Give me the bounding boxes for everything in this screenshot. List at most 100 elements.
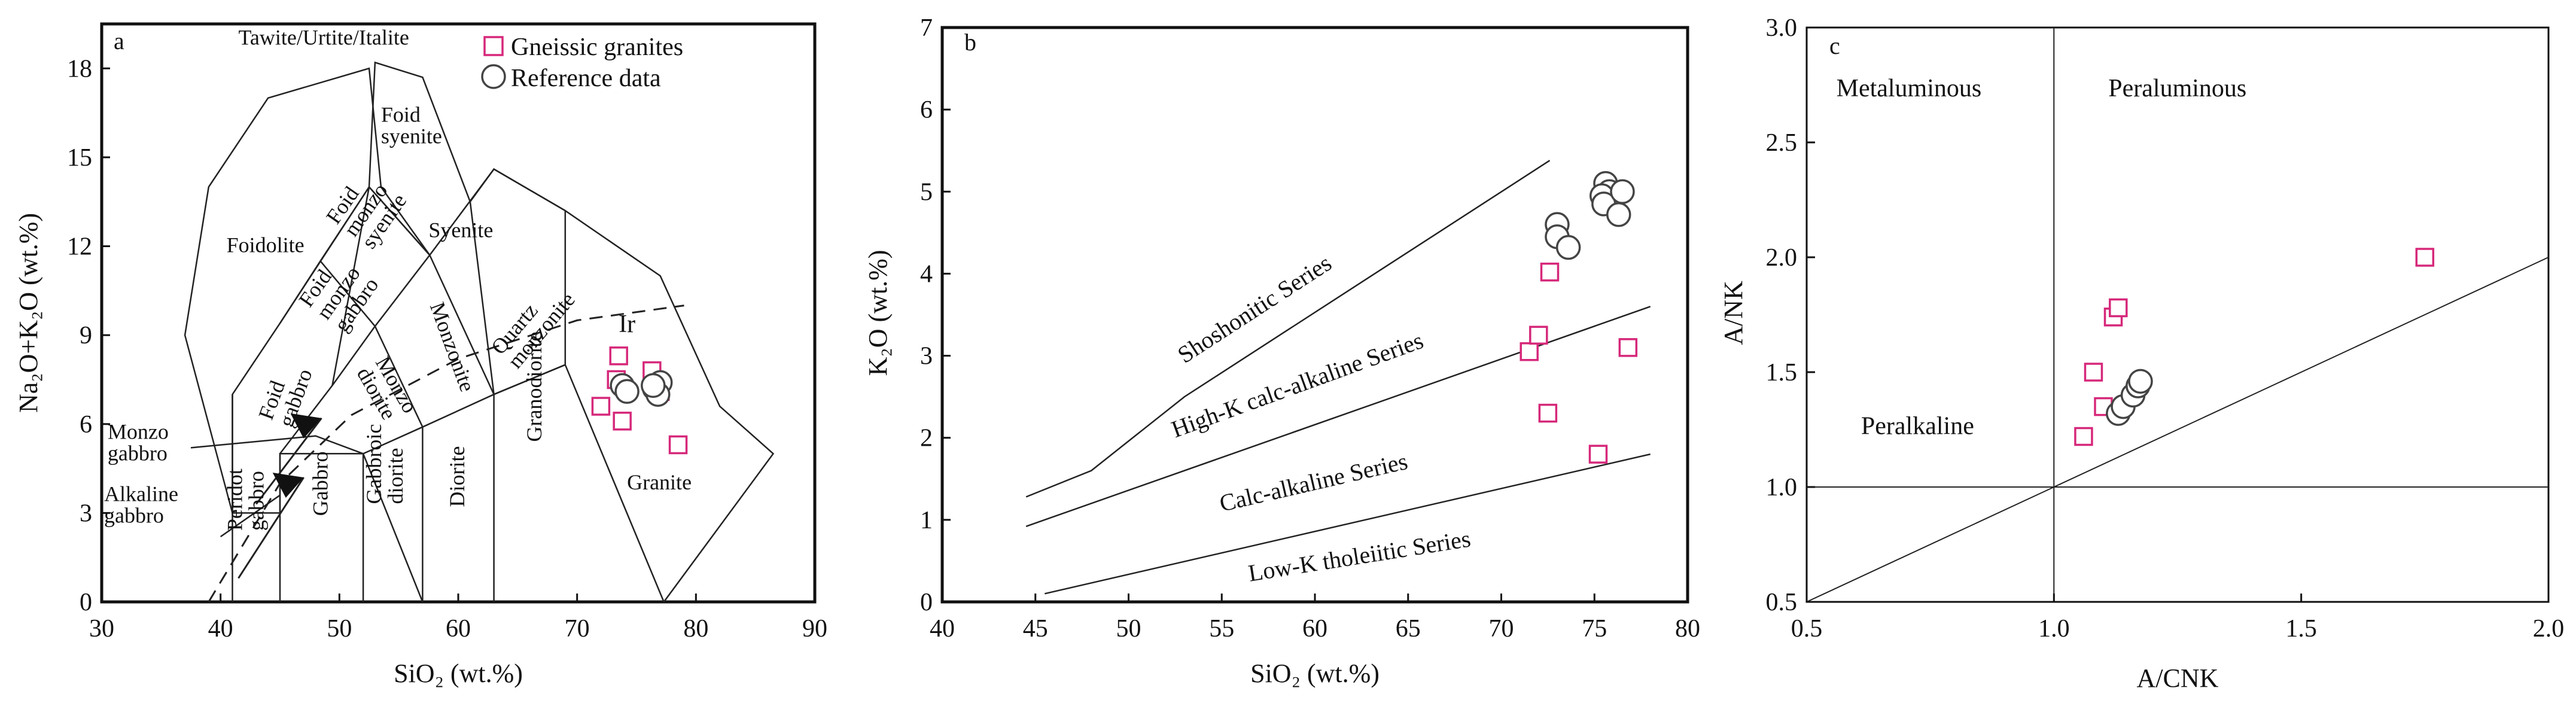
panel-c-ticks: 0.5 1.0 1.5 2.0 0.5 1.0 1.5 2.0 2.5 3.0 — [1766, 14, 2565, 643]
panel-a-alkaline-subalkaline-divider — [208, 305, 684, 602]
panel-b-data-points — [1520, 171, 1638, 464]
panel-a-label-syenite: Syenite — [428, 218, 493, 242]
panel-c-gneissic-granite-point — [2084, 363, 2103, 382]
panel-b-gneissic-granite-point — [1529, 325, 1548, 345]
panel-a-field-boundary — [190, 435, 364, 455]
panel-a-gneissic-granite-point — [609, 346, 628, 366]
panel-b-y-tick-label: 2 — [920, 425, 933, 452]
panel-c-x-tick-label: 1.5 — [2285, 615, 2317, 643]
panel-a-field-boundary — [368, 61, 775, 602]
panel-a-plot-frame — [100, 22, 817, 604]
panel-a-gneissic-granite-point — [668, 435, 688, 455]
panel-a-x-tick-label: 50 — [327, 615, 352, 643]
panel-b-letter: b — [964, 29, 976, 56]
panel-c-y-tick-label: 2.0 — [1766, 244, 1798, 272]
panel-b-boundary-line — [1025, 160, 1551, 498]
panel-a-legend: Gneissic granites Reference data — [481, 34, 683, 92]
panel-b-y-tick-label: 3 — [920, 343, 933, 370]
panel-a-label-monzo-gabbro: Monzo gabbro — [108, 420, 169, 465]
panel-b-y-tick-label: 6 — [920, 96, 933, 124]
panel-a-trend-arrow-shaft — [255, 417, 322, 505]
panel-b-x-tick-label: 40 — [930, 615, 955, 643]
panel-b-gneissic-granite-point — [1538, 403, 1558, 423]
panel-c-y-tick-label: 1.5 — [1766, 359, 1798, 387]
panel-b-plot-frame — [940, 26, 1689, 604]
panel-a-field-boundary — [220, 494, 281, 538]
legend-reference-data-symbol — [481, 64, 506, 89]
panel-c-y-tick-label: 1.0 — [1766, 474, 1798, 501]
panel-a-label-granite: Granite — [627, 470, 692, 494]
panel-a-gneissic-granite-point — [591, 397, 611, 416]
panel-a-label-granodiorite: Granodiorite — [522, 332, 546, 442]
panel-a-trend-arrow-shaft — [237, 477, 305, 579]
panel-a-x-tick-label: 60 — [446, 615, 471, 643]
panel-a-x-tick-label: 30 — [89, 615, 114, 643]
panel-c-y-tick-label: 2.5 — [1766, 129, 1798, 157]
panel-a-label-alkaline-gabbro: Alkaline gabbro — [104, 482, 178, 528]
panel-b-x-tick-label: 75 — [1582, 615, 1607, 643]
panel-b-reference-point — [1606, 202, 1631, 227]
panel-b-x-tick-label: 65 — [1396, 615, 1421, 643]
panel-a-trend-arrow-head — [290, 413, 322, 439]
panel-a-field-boundary — [319, 260, 424, 602]
panel-b-y-tick-label: 5 — [920, 178, 933, 206]
panel-b-gneissic-granite-point — [1520, 342, 1539, 361]
panel-a-y-tick-label: 18 — [67, 55, 92, 83]
panel-c-region-labels: Metaluminous Peraluminous Peralkaline — [1837, 75, 2247, 440]
panel-b-y-tick-label: 7 — [920, 14, 933, 42]
panel-a-label-gabbroic-diorite: Gabbroicdiorite — [362, 424, 407, 504]
panel-a-field-boundary — [469, 202, 566, 395]
panel-b-x-tick-label: 45 — [1023, 615, 1048, 643]
panel-b-gneissic-granite-point — [1588, 445, 1608, 464]
panel-a-y-axis-title: Na₂O+K₂O (wt.%) — [14, 213, 43, 413]
panel-b-x-axis-title: SiO₂ (wt.%) — [1250, 659, 1380, 688]
panel-c-x-tick-label: 0.5 — [1791, 615, 1823, 643]
panel-a-classification-field-lines — [184, 61, 775, 602]
panel-a-label-monzo-diorite: Monzodiorite — [352, 352, 422, 428]
panel-a-reference-point — [614, 379, 640, 404]
panel-b-label-calc-alkaline: Calc-alkaline Series — [1217, 448, 1410, 517]
panel-a-ticks: 30 40 50 60 70 80 90 0 3 6 9 12 15 18 — [67, 55, 827, 643]
panel-b-y-tick-label: 1 — [920, 507, 933, 534]
panel-a-x-tick-label: 70 — [565, 615, 590, 643]
legend-gneissic-granites-label: Gneissic granites — [511, 34, 683, 61]
panel-a-field-boundary — [184, 67, 431, 513]
panel-a-label-tawite: Tawite/Urtite/Italite — [238, 26, 409, 50]
panel-c-x-tick-label: 1.0 — [2038, 615, 2070, 643]
panel-c-gneissic-granite-point — [2109, 298, 2128, 318]
panel-c-x-tick-label: 2.0 — [2533, 615, 2565, 643]
panel-c-y-axis-title: A/NK — [1719, 281, 1748, 345]
panel-a-x-tick-label: 90 — [802, 615, 827, 643]
panel-a-x-tick-label: 80 — [683, 615, 708, 643]
panel-b-x-tick-label: 55 — [1209, 615, 1234, 643]
panel-a-label-peridot-gabbro: Peridotgabbro — [223, 468, 268, 531]
panel-c-label-metaluminous: Metaluminous — [1837, 75, 1982, 102]
panel-b-y-axis-title: K₂O (wt.%) — [863, 250, 893, 376]
panel-c-label-peralkaline: Peralkaline — [1861, 413, 1974, 440]
panel-b-reference-point — [1555, 235, 1581, 260]
panel-a-label-ir: Ir — [619, 311, 635, 338]
panel-b-label-low-k: Low-K tholeiitic Series — [1246, 525, 1472, 586]
panel-a-tas-diagram: 30 40 50 60 70 80 90 0 3 6 9 12 15 18 Tawite/Urtite/I… — [14, 22, 827, 688]
panel-a-trend-arrows — [237, 413, 322, 579]
panel-c-y-tick-label: 0.5 — [1766, 589, 1798, 616]
panel-c-gneissic-granite-point — [2074, 427, 2093, 446]
panel-a-trend-arrow-head — [272, 472, 304, 498]
panel-b-x-tick-label: 70 — [1489, 615, 1514, 643]
legend-gneissic-granites-symbol — [483, 36, 504, 56]
panel-a-y-tick-label: 15 — [67, 144, 92, 172]
panel-c-label-peraluminous: Peraluminous — [2108, 75, 2246, 102]
panel-a-y-tick-label: 9 — [80, 322, 92, 349]
panel-c-x-axis-title: A/CNK — [2137, 664, 2219, 693]
panel-a-y-tick-label: 6 — [80, 411, 92, 439]
panel-c-gneissic-granite-point — [2415, 248, 2435, 267]
panel-a-reference-point — [641, 373, 666, 398]
panel-a-y-tick-label: 0 — [80, 589, 92, 616]
panel-b-x-tick-label: 50 — [1116, 615, 1141, 643]
panel-a-x-tick-label: 40 — [208, 615, 233, 643]
panel-a-label-gabbro: Gabbro — [308, 451, 332, 516]
panel-a-data-points — [591, 346, 688, 455]
